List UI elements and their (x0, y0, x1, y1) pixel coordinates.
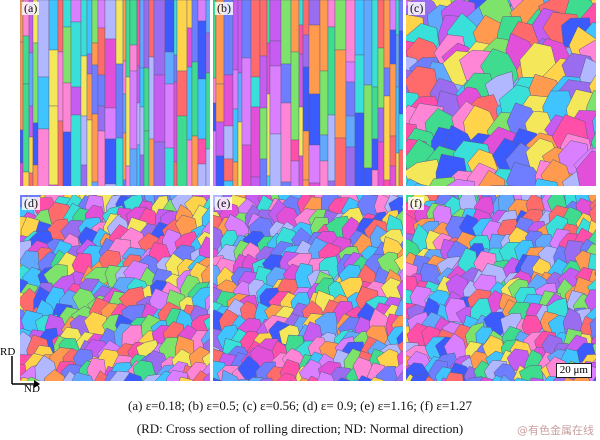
axis-label-rd: RD (0, 346, 16, 358)
orientation-map-e (213, 195, 403, 381)
panel-e: (e) (213, 195, 403, 381)
panel-f: (f) 20 μm (406, 195, 596, 381)
panel-c: (c) (406, 0, 596, 186)
axis-label-nd: ND (24, 383, 40, 395)
panel-label-c: (c) (408, 1, 426, 15)
panel-a: (a) (20, 0, 210, 186)
panel-label-a: (a) (22, 1, 40, 15)
orientation-map-f (406, 195, 596, 381)
scale-bar: 20 μm (555, 363, 592, 378)
orientation-map-b (213, 0, 403, 186)
panel-label-f: (f) (408, 196, 424, 210)
caption-line-1: (a) ε=0.18; (b) ε=0.5; (c) ε=0.56; (d) ε… (128, 398, 472, 413)
panel-label-b: (b) (215, 1, 233, 15)
panel-b: (b) (213, 0, 403, 186)
watermark: @有色金属在线 (517, 424, 594, 437)
caption-line-2: (RD: Cross section of rolling direction;… (136, 421, 464, 436)
orientation-map-d (20, 195, 210, 381)
panel-d: (d) (20, 195, 210, 381)
axis-arrows-icon (11, 356, 40, 388)
panel-label-e: (e) (215, 196, 233, 210)
panel-label-d: (d) (22, 196, 40, 210)
orientation-map-a (20, 0, 210, 186)
direction-axes: RD ND (0, 346, 44, 395)
orientation-map-c (406, 0, 596, 186)
